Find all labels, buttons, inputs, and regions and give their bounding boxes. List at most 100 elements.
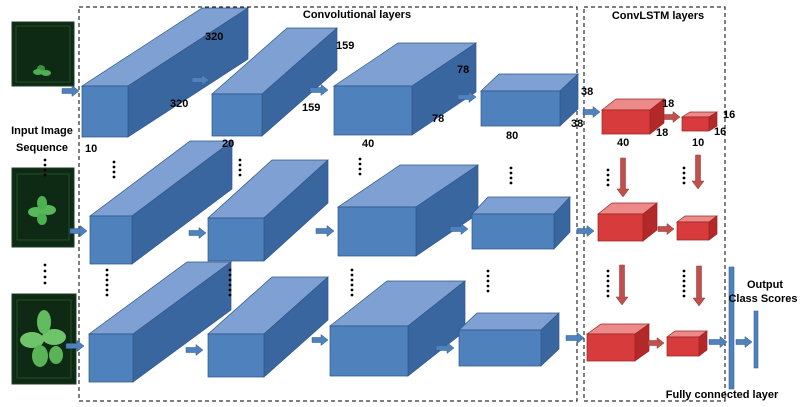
output-class-scores-bar xyxy=(753,310,759,369)
lstm1-width-label: 40 xyxy=(617,137,629,149)
lstm2-row2-to-row3-arrow xyxy=(692,265,706,307)
input-to-conv1-row2-arrow xyxy=(69,224,88,238)
conv1-depth-label: 320 xyxy=(170,98,188,110)
conv3-width-label: 40 xyxy=(362,138,374,150)
dots-lstm2-row2-3 xyxy=(682,269,686,298)
conv4-row2-block-top-face xyxy=(471,196,571,215)
dots-conv3-row2-3 xyxy=(350,268,354,297)
conv4-row3-block xyxy=(458,312,560,367)
fully-connected-layer-bar xyxy=(728,266,735,390)
lstm2-row2-block xyxy=(675,215,719,241)
lstm2-row3-block-front-face xyxy=(666,336,700,357)
conv-layers-region xyxy=(78,6,578,402)
lstm1-row1-block-front-face xyxy=(601,109,651,135)
dots-lstm1-row2-3 xyxy=(606,269,610,298)
lstm1-row2-block-front-face xyxy=(597,213,644,242)
conv3-row3-block-front-face xyxy=(329,325,409,377)
convlstm-layers-title: ConvLSTM layers xyxy=(612,10,704,22)
input-label-line1: Input Image xyxy=(11,125,73,137)
conv2-to-conv3-row2-arrow xyxy=(315,224,335,238)
conv1-row2-block xyxy=(88,140,234,265)
conv2-width-label: 20 xyxy=(222,138,234,150)
dots-conv1-row1-2 xyxy=(112,160,116,179)
conv2-row2-block xyxy=(207,159,329,262)
lstm1-height-label: 18 xyxy=(662,98,674,110)
dots-conv4-row2-3 xyxy=(486,269,490,293)
lstm2-row1-to-row2-arrow xyxy=(691,154,705,190)
conv3-row1-block xyxy=(332,42,478,136)
conv4-row2-block xyxy=(471,196,571,250)
conv4-row2-block-front-face xyxy=(471,213,555,250)
lstm2-row1-block xyxy=(680,111,719,132)
dots-lstm2-row1-2 xyxy=(682,166,686,185)
lstm1-depth-label: 18 xyxy=(656,127,668,139)
conv1-row2-block-front-face xyxy=(89,215,133,265)
conv2-depth-label: 159 xyxy=(302,102,320,114)
lstm2-row3-block xyxy=(665,330,709,357)
conv2-row1-block-front-face xyxy=(211,93,263,137)
lstm1-row1-block xyxy=(600,98,666,135)
conv3-row1-block-front-face xyxy=(333,85,413,136)
conv3-to-conv4-row1-arrow xyxy=(457,90,477,104)
lstm1-row2-to-row3-arrow xyxy=(615,264,629,306)
conv1-width-label: 10 xyxy=(85,143,97,155)
conv1-to-conv2-row3-arrow xyxy=(185,343,204,357)
lstm2-height-label: 16 xyxy=(723,109,735,121)
dots-conv1-row2-3 xyxy=(105,268,109,297)
conv4-row3-block-front-face xyxy=(458,329,542,367)
lstm1-row3-block-front-face xyxy=(586,333,636,362)
lstm1-row3-block xyxy=(585,323,651,362)
input-image-1 xyxy=(11,21,75,87)
output-label-line2: Class Scores xyxy=(728,293,797,305)
conv4-to-lstm1-row3-arrow xyxy=(565,331,585,345)
conv3-depth-label: 78 xyxy=(432,113,444,125)
lstm1-to-lstm2-row3-arrow xyxy=(647,336,665,350)
conv4-height-label: 38 xyxy=(581,86,593,98)
lstm2-width-label: 10 xyxy=(692,137,704,149)
conv4-row1-block xyxy=(480,73,579,127)
conv3-row2-block xyxy=(336,164,480,257)
dots-lstm1-row1-2 xyxy=(606,168,610,187)
conv4-row1-block-front-face xyxy=(480,90,561,127)
conv-layers-title: Convolutional layers xyxy=(303,9,411,21)
lstm1-row2-block xyxy=(596,202,659,242)
input-image-2 xyxy=(11,167,75,248)
lstm1-row1-to-row2-arrow xyxy=(616,157,630,198)
dots-conv4-row1-2 xyxy=(509,166,513,185)
lstm2-row1-block-front-face xyxy=(681,116,710,132)
conv2-row1-block xyxy=(211,27,338,137)
conv1-row1-block xyxy=(80,7,250,138)
conv4-to-lstm1-row2-arrow xyxy=(576,224,595,238)
input-to-conv1-row3-arrow xyxy=(65,339,85,353)
conv2-row2-block-front-face xyxy=(207,217,265,262)
conv3-row2-block-front-face xyxy=(337,206,417,257)
conv1-to-conv2-row2-arrow xyxy=(188,226,207,240)
input-image-3 xyxy=(11,293,77,385)
conv3-to-conv4-row3-arrow xyxy=(435,341,455,355)
fully-connected-label: Fully connected layer xyxy=(666,389,779,401)
conv3-height-label: 78 xyxy=(457,64,469,76)
lstm2-depth-label: 16 xyxy=(714,126,726,138)
conv2-row3-block xyxy=(207,276,329,378)
dots-conv2-row1-2 xyxy=(238,158,242,177)
input-dots-2 xyxy=(43,263,47,285)
input-to-conv1-row1-arrow xyxy=(61,84,80,98)
input-label-line2: Sequence xyxy=(16,142,68,154)
conv2-to-conv3-row3-arrow xyxy=(311,333,329,347)
conv3-row3-block xyxy=(328,280,467,377)
conv1-height-label: 320 xyxy=(205,31,223,43)
dots-conv2-row2-3 xyxy=(228,268,232,297)
conv2-row3-block-front-face xyxy=(207,333,265,378)
conv2-height-label: 159 xyxy=(336,40,354,52)
convlstm-layers-region xyxy=(583,6,726,402)
conv3-to-conv4-row2-arrow xyxy=(449,222,469,236)
conv1-row3-block xyxy=(87,261,233,383)
conv1-row1-block-front-face xyxy=(81,85,129,138)
output-label-line1: Output xyxy=(747,279,783,291)
conv2-to-conv3-row1-arrow xyxy=(309,83,329,97)
conv4-width-label: 80 xyxy=(506,130,518,142)
conv1-to-conv2-row1-arrow xyxy=(191,73,210,87)
lstm2-row2-block-front-face xyxy=(676,221,710,241)
lstm2-to-fc-arrow xyxy=(708,335,728,349)
